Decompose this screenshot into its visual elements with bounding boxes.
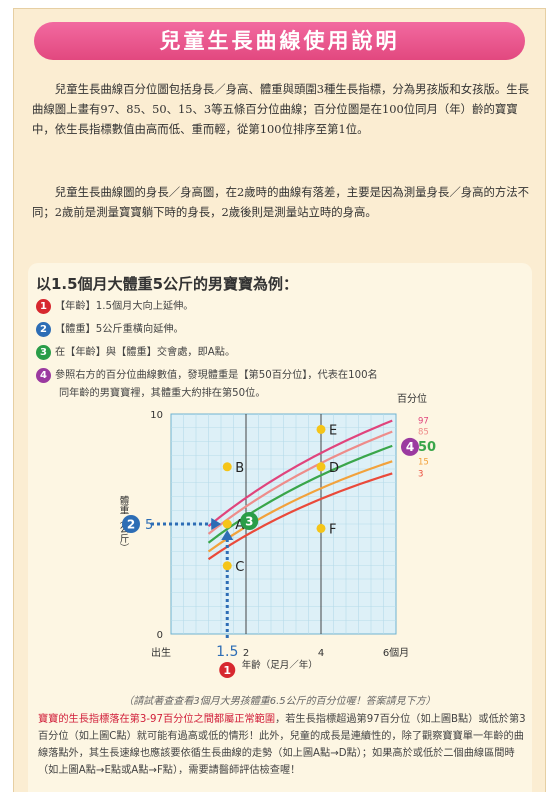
x-tick-label: 出生 [151, 646, 171, 659]
x-tick-label: 4 [318, 648, 324, 659]
age-marker-label: 1 [223, 664, 231, 677]
step-3-badge: 3 [36, 344, 51, 360]
page-title: 兒童生長曲線使用說明 [34, 22, 525, 60]
percentile-marker [401, 437, 419, 456]
point-label-B: B [235, 461, 244, 476]
example-title: 以1.5個月大體重5公斤的男寶寶為例： [36, 275, 299, 293]
step-2-badge: 2 [36, 321, 51, 337]
age-arrow [221, 530, 234, 540]
chart-caption: （請試著查查看3個月大男孩體重6.5公斤的百分位喔！答案請見下方） [123, 696, 436, 707]
percentile-label-97: 97 [418, 417, 429, 427]
interpretation-body: ，若生長指標超過第97百分位（如上圖B點）或低於第3百分位（如上圖C點）就可能有… [38, 714, 526, 776]
step-2: 2 【體重】5公斤重橫向延伸。 [36, 321, 184, 339]
step-1: 1 【年齡】1.5個月大向上延伸。 [36, 298, 193, 316]
x-axis-label: 年齡（足月／年） [242, 659, 318, 671]
step-3-text: 在【年齡】與【體重】交會處，即A點。 [55, 347, 236, 358]
point-E [316, 424, 326, 434]
percentile-axis-label: 百分位 [397, 392, 427, 405]
point-A [222, 519, 232, 529]
height-note-paragraph: 兒童生長曲線圖的身長／身高圖，在2歲時的曲線有落差，主要是因為測量身長／身高的方… [32, 185, 530, 219]
interpretation-text: 寶寶的生長指標落在第3-97百分位之間都屬正常範圍，若生長指標超過第97百分位（… [38, 711, 526, 779]
percentile-curve-50 [207, 444, 393, 544]
intro-paragraph: 兒童生長曲線百分位圖包括身長／身高、體重與頭圍3種生長指標，分為男孩版和女孩版。… [32, 82, 530, 136]
y-tick-label: 10 [150, 410, 163, 421]
x-tick-label: 1.5 [216, 644, 238, 660]
point-B [222, 462, 232, 472]
weight-marker [122, 515, 140, 533]
growth-chart: 出生1.5246個月010年齡（足月／年）體重（公斤）百分位978550153A… [118, 392, 436, 678]
point-C [222, 561, 232, 571]
weight-arrow [211, 518, 222, 530]
weight-value-label: 5 [145, 518, 153, 533]
point-label-E: E [329, 423, 337, 438]
y-tick-label: 0 [157, 630, 163, 641]
guide-page: 兒童生長曲線使用說明 兒童生長曲線百分位圖包括身長／身高、體重與頭圍3種生長指標… [13, 8, 546, 792]
intersection-marker [240, 512, 259, 530]
step-1-text: 【年齡】1.5個月大向上延伸。 [55, 301, 194, 312]
percentile-marker-label: 4 [406, 440, 414, 454]
age-marker [219, 662, 236, 678]
step-2-text: 【體重】5公斤重橫向延伸。 [55, 324, 184, 335]
point-label-D: D [329, 461, 339, 476]
point-D [316, 462, 326, 472]
point-label-F: F [329, 522, 336, 537]
step-4: 4 參照右方的百分位曲線數值，發現體重是【第50百分位】，代表在100名 同年齡的… [36, 367, 516, 403]
percentile-label-15: 15 [418, 457, 429, 467]
percentile-curve-97 [207, 419, 393, 528]
step-4-continuation: 同年齡的男寶寶裡，其體重大約排在第50位。 [59, 388, 266, 399]
percentile-label-50: 50 [418, 440, 436, 455]
step-4-text: 參照右方的百分位曲線數值，發現體重是【第50百分位】，代表在100名 [55, 370, 378, 381]
point-label-A: A [235, 518, 244, 533]
intersection-marker-label: 3 [245, 514, 253, 528]
point-F [316, 523, 326, 533]
normal-range-highlight: 寶寶的生長指標落在第3-97百分位之間都屬正常範圍 [38, 714, 276, 725]
step-1-badge: 1 [36, 298, 51, 314]
percentile-label-3: 3 [418, 469, 423, 479]
x-tick-label: 6個月 [383, 646, 409, 659]
step-3: 3 在【年齡】與【體重】交會處，即A點。 [36, 344, 235, 362]
point-label-C: C [235, 560, 244, 575]
x-tick-label: 2 [243, 648, 249, 659]
step-4-badge: 4 [36, 367, 51, 383]
percentile-label-85: 85 [418, 428, 429, 438]
weight-marker-label: 2 [127, 517, 135, 531]
